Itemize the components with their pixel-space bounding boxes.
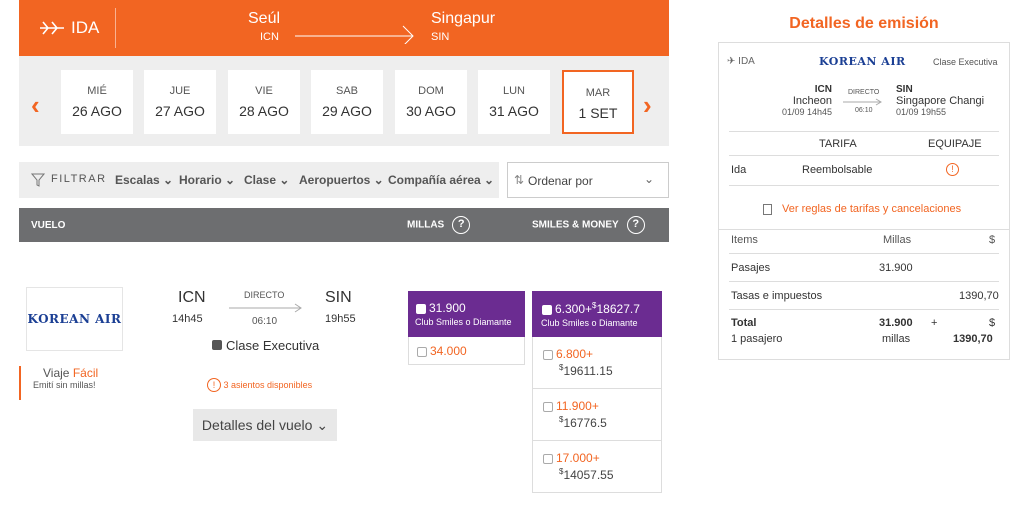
row-tarifa: Reembolsable [802,164,873,176]
arr-time: 19h55 [325,313,356,325]
pasajes-label: Pasajes [731,262,771,274]
filter-escalas[interactable]: Escalas ⌄ [115,173,174,187]
miles-option-selected[interactable]: 31.900 Club Smiles o Diamante [408,291,525,337]
smiles-money-option-selected[interactable]: 6.300+$18627.7 Club Smiles o Diamante [532,291,662,337]
date-cell[interactable]: VIE 28 AGO [228,70,300,134]
smiles-money-option[interactable]: 11.900+ $16776.5 [532,389,662,441]
row-ida: Ida [731,164,747,176]
col-tarifa: TARIFA [819,138,857,150]
flight-origin: ICN [178,289,206,306]
cabin-class: Clase Executiva [212,338,319,353]
date-cell[interactable]: LUN 31 AGO [478,70,550,134]
total-passengers: 1 pasajero [731,333,783,345]
total-label: Total [731,317,757,329]
panel-destination: SIN Singapore Changi 01/09 19h55 [896,84,985,117]
date-cell[interactable]: DOM 30 AGO [395,70,467,134]
col-equipaje: EQUIPAJE [928,138,982,150]
dest-code: SIN [431,31,450,43]
document-icon [763,203,772,215]
chevron-left-icon[interactable]: ‹ [31,90,40,120]
date-cell[interactable]: MIÉ 26 AGO [61,70,133,134]
tasas-label: Tasas e impuestos [731,290,823,302]
plane-icon [40,21,64,35]
origin: Seúl ICN [248,10,280,43]
dep-time: 14h45 [172,313,203,325]
filter-aeropuertos[interactable]: Aeropuertos ⌄ [299,173,384,187]
panel-direction: ✈ IDA [727,56,755,67]
checkbox-icon [543,349,553,360]
smiles-money-option[interactable]: 17.000+ $14057.55 [532,441,662,493]
route-arrow-icon [295,25,414,44]
filter-label[interactable]: FILTRAR [51,173,107,185]
viaje-facil: Viaje Fácil Emití sin millas! [19,366,98,400]
panel-duration: 06:10 [855,107,873,114]
sort-dropdown[interactable]: ⇅ Ordenar por ⌄ [507,162,669,198]
arrow-right-icon [229,303,302,313]
checkbox-icon [416,303,426,314]
miles-option[interactable]: 34.000 [408,337,525,365]
millas-label: Millas [883,234,912,246]
date-strip: ‹ MIÉ 26 AGO JUE 27 AGO VIE 28 AGO SAB 29 AG… [19,56,669,146]
checkbox-icon [543,453,553,464]
panel-airline-logo: KOREAN AIR [819,55,906,68]
panel-title: Detalles de emisión [789,15,939,32]
total-currency: $ [989,317,996,329]
fare-rules-link[interactable]: Ver reglas de tarifas y cancelaciones [763,203,961,215]
col-smiles-money: SMILES & MONEY? [532,216,645,234]
total-money: 1390,70 [953,333,993,345]
total-miles: 31.900 [879,317,913,329]
sort-placeholder: Ordenar por [528,174,593,188]
col-flight: VUELO [31,220,66,231]
flight-details-button[interactable]: Detalles del vuelo ⌄ [193,409,337,441]
results-header: VUELO MILLAS? SMILES & MONEY? [19,208,669,242]
filter-clase[interactable]: Clase ⌄ [244,173,290,187]
date-cell-selected[interactable]: MAR 1 SET [562,70,634,134]
filter-icon [31,173,45,187]
filter-compania[interactable]: Compañía aérea ⌄ [388,173,495,187]
checkbox-icon [542,304,552,315]
airline-logo: KOREAN AIR [26,287,123,351]
filter-bar: FILTRAR Escalas ⌄ Horario ⌄ Clase ⌄ Aero… [19,162,499,198]
panel-origin: ICN Incheon 01/09 14h45 [781,84,832,117]
seats-available: ! 3 asientos disponibles [207,378,312,392]
arrow-right-icon [843,98,882,106]
direction-label: IDA [39,18,99,38]
flight-type: DIRECTO [244,290,285,300]
filter-horario[interactable]: Horario ⌄ [179,173,236,187]
seat-icon [212,340,222,350]
chevron-down-icon: ⌄ [644,172,655,186]
alert-icon: ! [207,378,221,392]
panel-stop-type: DIRECTO [848,89,880,96]
items-label: Items [731,234,758,246]
smiles-money-option[interactable]: 6.800+ $19611.15 [532,337,662,389]
help-icon[interactable]: ? [626,216,645,234]
panel-cabin: Clase Executiva [933,57,998,67]
chevron-right-icon[interactable]: › [643,90,652,120]
total-miles-unit: millas [882,333,911,345]
dest-city: Singapur [431,10,496,27]
help-icon[interactable]: ? [452,216,471,234]
flight-duration: 06:10 [252,316,278,327]
route-header: IDA Seúl ICN Singapur SIN [19,0,669,56]
origin-city: Seúl [248,10,281,27]
alert-icon[interactable]: ! [946,163,959,176]
sort-icon: ⇅ [514,173,525,187]
checkbox-icon [543,401,553,412]
pasajes-miles: 31.900 [879,262,913,274]
date-cell[interactable]: SAB 29 AGO [311,70,383,134]
flight-dest: SIN [325,289,352,306]
currency-label: $ [989,234,996,246]
divider [115,8,116,48]
checkbox-icon [417,346,427,357]
emission-details-panel: ✈ IDA KOREAN AIR Clase Executiva ICN Inc… [718,42,1010,360]
destination: Singapur SIN [431,10,495,43]
plus-sign: + [931,317,938,329]
date-cell[interactable]: JUE 27 AGO [144,70,216,134]
origin-code: ICN [260,31,279,43]
col-miles: MILLAS? [407,216,471,234]
tasas-value: 1390,70 [959,290,999,302]
